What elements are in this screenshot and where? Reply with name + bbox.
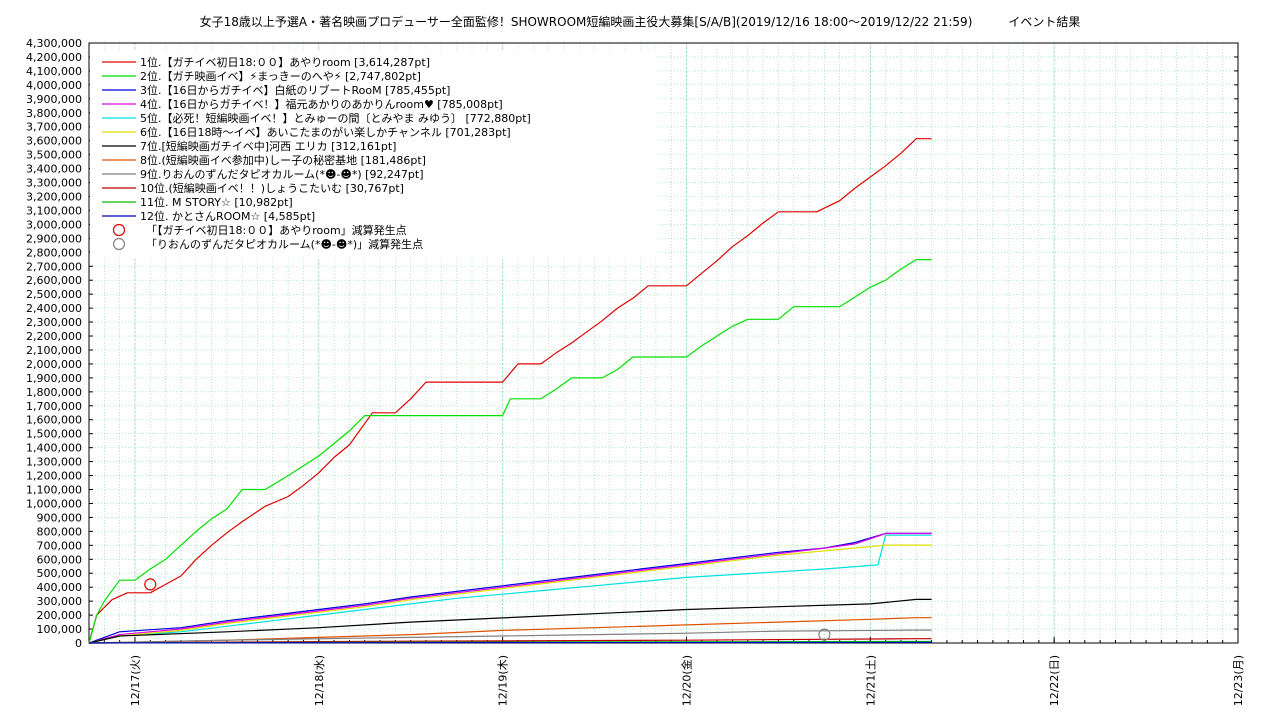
series-line-7 <box>88 598 932 644</box>
legend-marker-2 <box>112 237 126 251</box>
legend-marker-label-1: 「【ガチイベ初日18:００】あやりroom」減算発生点 <box>146 223 407 237</box>
y-tick-label: 3,300,000 <box>26 177 82 190</box>
legend-label-2: 2位.【ガチ映画イベ】⚡まっきーのへや⚡ [2,747,802pt] <box>140 69 421 83</box>
legend: 1位.【ガチイベ初日18:００】あやりroom [3,614,287pt]2位.… <box>90 51 658 257</box>
y-tick-label: 1,100,000 <box>26 484 82 497</box>
y-tick-label: 1,600,000 <box>26 414 82 427</box>
series-line-12 <box>88 641 932 644</box>
legend-marker-1 <box>112 223 126 237</box>
series-lines <box>88 138 932 644</box>
y-tick-label: 2,300,000 <box>26 316 82 329</box>
y-tick-label: 1,300,000 <box>26 456 82 469</box>
y-tick-label: 3,500,000 <box>26 149 82 162</box>
y-tick-label: 3,200,000 <box>26 190 82 203</box>
y-tick-label: 800,000 <box>37 525 83 538</box>
y-tick-label: 2,600,000 <box>26 274 82 287</box>
y-tick-label: 1,200,000 <box>26 470 82 483</box>
legend-label-4: 4位.【16日からガチイベ！】福元あかりのあかりんroom♥ [785,008p… <box>140 97 503 111</box>
y-tick-label: 4,200,000 <box>26 51 82 64</box>
series-line-5 <box>88 534 932 644</box>
marker-point-1 <box>144 578 157 591</box>
y-tick-label: 3,900,000 <box>26 93 82 106</box>
markers <box>144 578 831 641</box>
y-tick-label: 500,000 <box>37 567 83 580</box>
series-line-8 <box>88 617 932 644</box>
marker-point-2 <box>818 628 831 641</box>
x-tick-label: 12/23(月) <box>1232 655 1245 706</box>
legend-label-6: 6位.【16日18時〜イベ】あいこたまのがい楽しかチャンネル [701,283p… <box>140 125 511 139</box>
legend-label-5: 5位.【必死！短編映画イベ！】とみゅーの間〔とみやま みゆう〕 [772,880… <box>140 111 531 125</box>
x-tick-label: 12/19(木) <box>497 655 510 706</box>
y-tick-label: 900,000 <box>37 511 83 524</box>
series-line-4 <box>88 532 932 644</box>
y-tick-label: 2,100,000 <box>26 344 82 357</box>
legend-label-9: 9位.りおんのずんだタピオカルーム(*☻-☻*) [92,247pt] <box>140 167 424 181</box>
y-tick-label: 700,000 <box>37 539 83 552</box>
y-tick-label: 300,000 <box>37 595 83 608</box>
legend-label-12: 12位. かとさんROOM☆ [4,585pt] <box>140 209 315 223</box>
y-tick-label: 100,000 <box>37 623 83 636</box>
series-line-1 <box>88 138 932 644</box>
y-tick-label: 3,800,000 <box>26 107 82 120</box>
x-tick-label: 12/20(金) <box>679 655 693 706</box>
y-tick-label: 2,900,000 <box>26 232 82 245</box>
y-tick-label: 4,000,000 <box>26 79 82 92</box>
legend-label-7: 7位.[短編映画ガチイベ中]河西 エリカ [312,161pt] <box>140 139 396 153</box>
series-line-9 <box>88 629 932 644</box>
legend-label-10: 10位.(短編映画イベ！！)しょうこたいむ [30,767pt] <box>140 181 404 195</box>
legend-marker-label-2: 「りおんのずんだタピオカルーム(*☻-☻*)」減算発生点 <box>146 237 423 251</box>
y-tick-label: 3,700,000 <box>26 121 82 134</box>
y-tick-label: 3,600,000 <box>26 135 82 148</box>
legend-label-8: 8位.(短編映画イベ参加中)しー子の秘密基地 [181,486pt] <box>140 153 426 167</box>
y-tick-label: 1,400,000 <box>26 442 82 455</box>
y-tick-label: 600,000 <box>37 553 83 566</box>
y-tick-label: 1,900,000 <box>26 372 82 385</box>
legend-label-11: 11位. M STORY☆ [10,982pt] <box>140 195 293 209</box>
axes: 0100,000200,000300,000400,000500,000600,… <box>26 37 1245 706</box>
y-tick-label: 3,000,000 <box>26 218 82 231</box>
y-tick-label: 1,500,000 <box>26 428 82 441</box>
y-tick-label: 3,100,000 <box>26 204 82 217</box>
y-tick-label: 4,100,000 <box>26 65 82 78</box>
legend-label-3: 3位.【16日からガチイベ】白紙のリブートRooM [785,455pt] <box>140 83 450 97</box>
y-tick-label: 2,400,000 <box>26 302 82 315</box>
y-tick-label: 1,800,000 <box>26 386 82 399</box>
x-tick-label: 12/21(土) <box>864 655 877 706</box>
legend-label-1: 1位.【ガチイベ初日18:００】あやりroom [3,614,287pt] <box>140 55 430 69</box>
y-tick-label: 2,700,000 <box>26 260 82 273</box>
y-tick-label: 4,300,000 <box>26 37 82 50</box>
y-tick-label: 1,700,000 <box>26 400 82 413</box>
y-tick-label: 1,000,000 <box>26 497 82 510</box>
y-tick-label: 2,200,000 <box>26 330 82 343</box>
legend-background <box>90 51 658 257</box>
x-tick-label: 12/22(日) <box>1048 655 1061 706</box>
y-tick-label: 3,400,000 <box>26 163 82 176</box>
y-tick-label: 2,000,000 <box>26 358 82 371</box>
chart-title: 女子18歳以上予選A・著名映画プロデューサー全面監修！SHOWROOM短編映画主… <box>199 15 1081 29</box>
y-tick-label: 400,000 <box>37 581 83 594</box>
series-line-6 <box>88 544 932 644</box>
y-tick-label: 2,500,000 <box>26 288 82 301</box>
x-tick-label: 12/18(水) <box>313 655 326 706</box>
x-tick-label: 12/17(火) <box>129 655 142 706</box>
y-tick-label: 200,000 <box>37 609 83 622</box>
y-tick-label: 2,800,000 <box>26 246 82 259</box>
series-line-2 <box>88 259 932 644</box>
y-tick-label: 0 <box>75 637 82 650</box>
